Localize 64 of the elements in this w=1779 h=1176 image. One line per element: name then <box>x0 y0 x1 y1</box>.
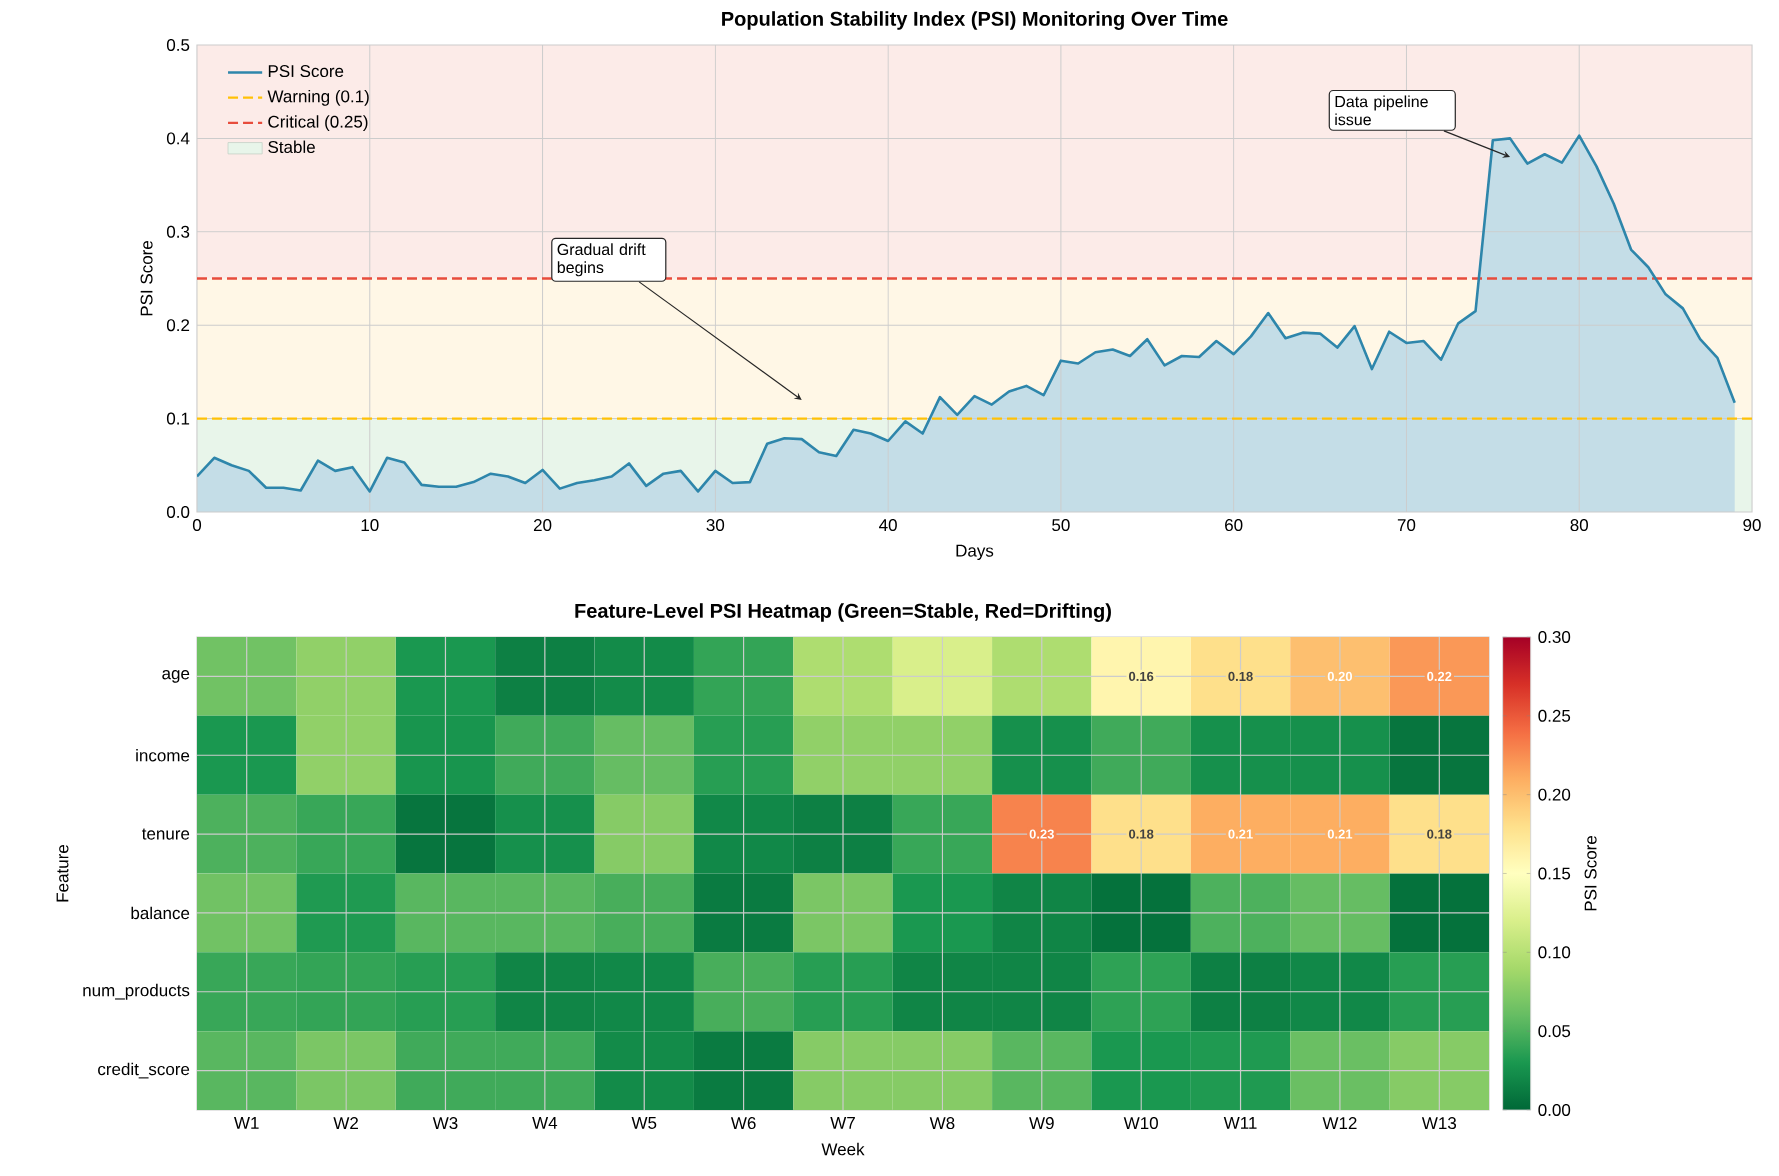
color-bar-label: 0.05 <box>1538 1025 1571 1038</box>
data-label: 0.20 <box>1327 671 1353 682</box>
color-bar-label: 0.25 <box>1538 709 1571 722</box>
x-tick-label: W6 <box>730 1117 756 1130</box>
x-tick-label: W5 <box>631 1117 657 1129</box>
annotation: Data pipeline issue <box>1335 95 1428 126</box>
data-label: 0.21 <box>1327 829 1353 839</box>
color-bar-label: 0.30 <box>1538 630 1571 643</box>
x-tick-label: W9 <box>1029 1117 1054 1130</box>
y-tick-label: income <box>136 748 190 762</box>
x-tick-label: W2 <box>333 1117 358 1129</box>
x-tick-label: W1 <box>234 1117 259 1129</box>
color-bar-label: 0.20 <box>1538 788 1571 801</box>
x-tick-label: W11 <box>1223 1117 1257 1129</box>
x-tick-label: 40 <box>879 519 897 532</box>
y-tick-label: 0.5 <box>166 38 190 51</box>
data-label: 0.18 <box>1129 829 1154 839</box>
y-tick-label: 0.4 <box>166 132 190 145</box>
y-tick-label: num_products <box>83 983 190 1000</box>
data-label: 0.18 <box>1427 829 1452 839</box>
x-tick-label: 50 <box>1052 519 1070 532</box>
x-tick-label: W12 <box>1322 1117 1357 1129</box>
x-tick-label: W4 <box>532 1117 558 1129</box>
data-label: 0.22 <box>1427 671 1452 682</box>
chart-title: Feature-Level PSI Heatmap (Green=Stable, Red=Drifting) <box>575 603 1111 622</box>
color-bar-label: 0.10 <box>1538 946 1571 959</box>
y-axis-title: PSI Score <box>140 241 153 316</box>
x-tick-label: 60 <box>1225 519 1243 532</box>
x-axis-title: Week <box>821 1142 865 1156</box>
y-tick-label: 0.0 <box>166 505 190 518</box>
x-tick-label: 30 <box>706 519 725 532</box>
x-tick-label: 20 <box>533 519 552 532</box>
y-tick-label: balance <box>131 906 190 920</box>
color-bar-label: 0.15 <box>1538 867 1571 880</box>
x-tick-label: 80 <box>1570 519 1588 532</box>
legend-label: Warning (0.1) <box>267 89 369 106</box>
data-label: 0.18 <box>1228 671 1253 682</box>
data-label: 0.23 <box>1029 829 1054 839</box>
data-label: 0.21 <box>1228 829 1253 839</box>
y-tick-label: 0.3 <box>166 225 190 238</box>
x-tick-label: W7 <box>830 1117 855 1129</box>
legend-label: PSI Score <box>268 65 344 78</box>
color-bar-title: PSI Score <box>1584 836 1597 911</box>
y-axis-title: Feature <box>56 844 69 902</box>
x-tick-label: 90 <box>1743 519 1761 532</box>
x-tick-label: W10 <box>1123 1117 1158 1130</box>
data-label: 0.16 <box>1129 671 1154 682</box>
legend-label: Critical (0.25) <box>268 115 368 132</box>
x-tick-label: 10 <box>361 519 379 532</box>
y-tick-label: credit_score <box>98 1062 190 1079</box>
x-tick-label: 0 <box>192 519 202 532</box>
x-tick-label: 70 <box>1397 519 1416 532</box>
y-tick-label: 0.2 <box>166 319 190 332</box>
legend-label: Stable <box>268 140 315 154</box>
color-bar-label: 0.00 <box>1538 1103 1571 1116</box>
annotation: Gradual drift begins <box>557 243 646 277</box>
x-tick-label: W8 <box>929 1117 955 1130</box>
x-tick-label: W13 <box>1421 1117 1457 1130</box>
y-tick-label: tenure <box>141 828 190 840</box>
chart-title: Population Stability Index (PSI) Monitoring Over Time <box>722 11 1228 30</box>
x-tick-label: W3 <box>432 1117 458 1130</box>
y-tick-label: 0.1 <box>166 412 190 425</box>
x-axis-title: Days <box>956 544 994 561</box>
y-tick-label: age <box>162 670 190 683</box>
